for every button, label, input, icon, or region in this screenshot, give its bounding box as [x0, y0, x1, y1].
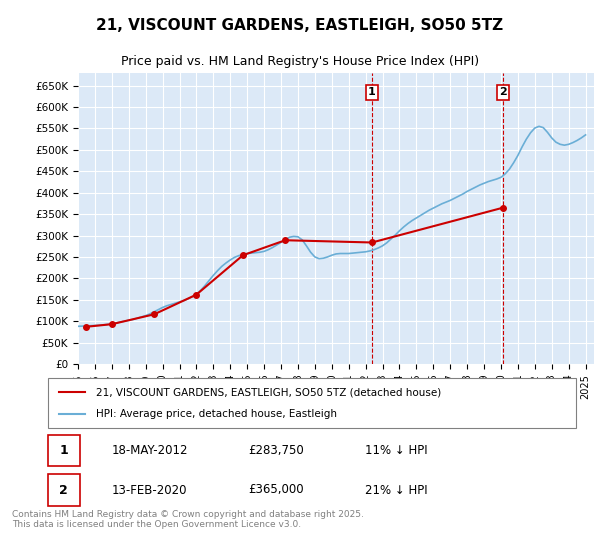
FancyBboxPatch shape: [48, 474, 80, 506]
Text: 1: 1: [59, 444, 68, 458]
Text: 2: 2: [59, 483, 68, 497]
FancyBboxPatch shape: [48, 378, 576, 428]
Text: Contains HM Land Registry data © Crown copyright and database right 2025.
This d: Contains HM Land Registry data © Crown c…: [12, 510, 364, 529]
Text: £283,750: £283,750: [248, 444, 304, 458]
Text: 13-FEB-2020: 13-FEB-2020: [112, 483, 187, 497]
Text: HPI: Average price, detached house, Eastleigh: HPI: Average price, detached house, East…: [95, 409, 337, 419]
Text: 21, VISCOUNT GARDENS, EASTLEIGH, SO50 5TZ: 21, VISCOUNT GARDENS, EASTLEIGH, SO50 5T…: [97, 18, 503, 33]
Text: 11% ↓ HPI: 11% ↓ HPI: [365, 444, 427, 458]
Text: 2: 2: [499, 87, 507, 97]
Text: 21% ↓ HPI: 21% ↓ HPI: [365, 483, 427, 497]
Text: £365,000: £365,000: [248, 483, 304, 497]
Text: 21, VISCOUNT GARDENS, EASTLEIGH, SO50 5TZ (detached house): 21, VISCOUNT GARDENS, EASTLEIGH, SO50 5T…: [95, 387, 441, 397]
Text: Price paid vs. HM Land Registry's House Price Index (HPI): Price paid vs. HM Land Registry's House …: [121, 55, 479, 68]
FancyBboxPatch shape: [48, 435, 80, 466]
Text: 18-MAY-2012: 18-MAY-2012: [112, 444, 188, 458]
Text: 1: 1: [368, 87, 376, 97]
